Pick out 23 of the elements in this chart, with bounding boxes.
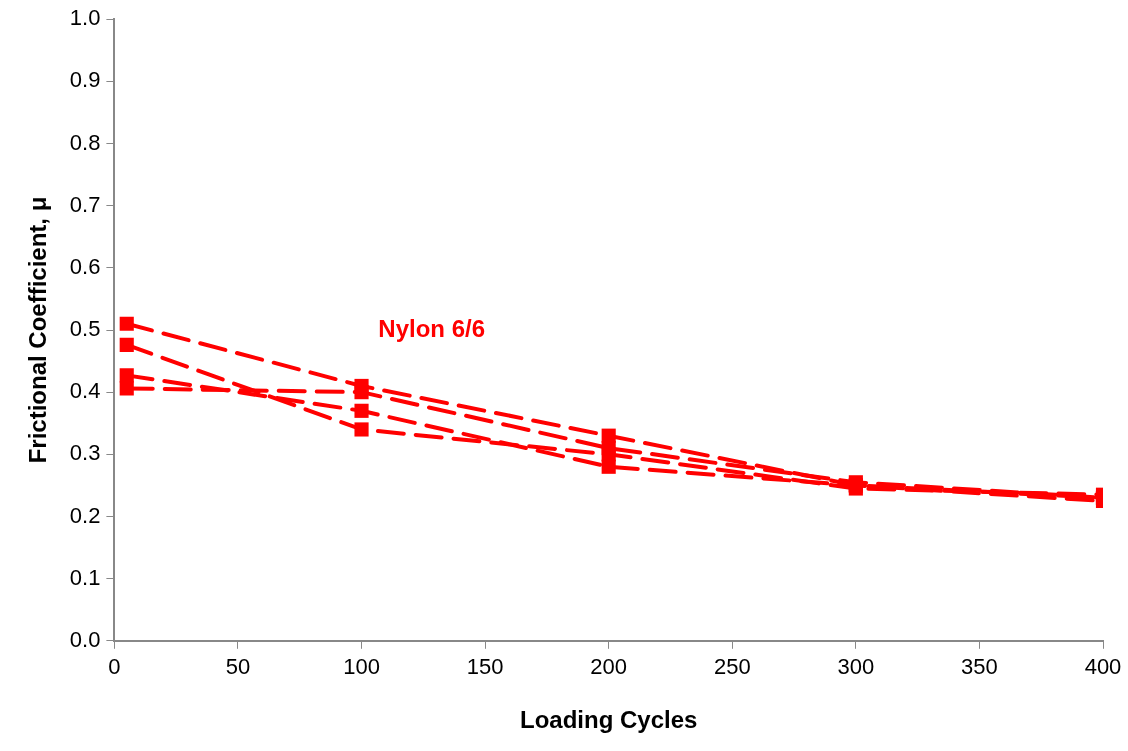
y-tick-label: 0.7 <box>69 191 101 217</box>
y-axis-title: Frictional Coefficient, μ <box>24 196 52 464</box>
y-tick-label: 1.0 <box>69 5 101 31</box>
x-tick-label: 400 <box>1084 654 1122 680</box>
x-tick-label: 300 <box>837 654 875 680</box>
annotation: Nylon 6/6 <box>378 314 486 342</box>
y-tick-label: 0.8 <box>69 129 101 155</box>
y-tick-label: 0.4 <box>69 378 101 404</box>
y-tick-label: 0.3 <box>69 440 101 466</box>
y-tick-label: 0.9 <box>69 67 101 93</box>
y-tick-label: 0.2 <box>69 502 101 528</box>
y-tick-label: 0.0 <box>69 626 101 652</box>
y-tick-label: 0.1 <box>69 564 101 590</box>
x-tick-label: 50 <box>225 654 251 680</box>
y-tick-label: 0.6 <box>69 253 101 279</box>
x-axis-title: Loading Cycles <box>520 706 698 734</box>
x-tick-label: 250 <box>713 654 751 680</box>
x-tick-label: 0 <box>108 654 121 680</box>
y-tick-label: 0.5 <box>69 316 101 342</box>
x-tick-label: 150 <box>466 654 504 680</box>
x-tick-label: 350 <box>961 654 998 680</box>
x-tick-label: 200 <box>590 654 628 680</box>
x-tick-label: 100 <box>343 654 380 680</box>
